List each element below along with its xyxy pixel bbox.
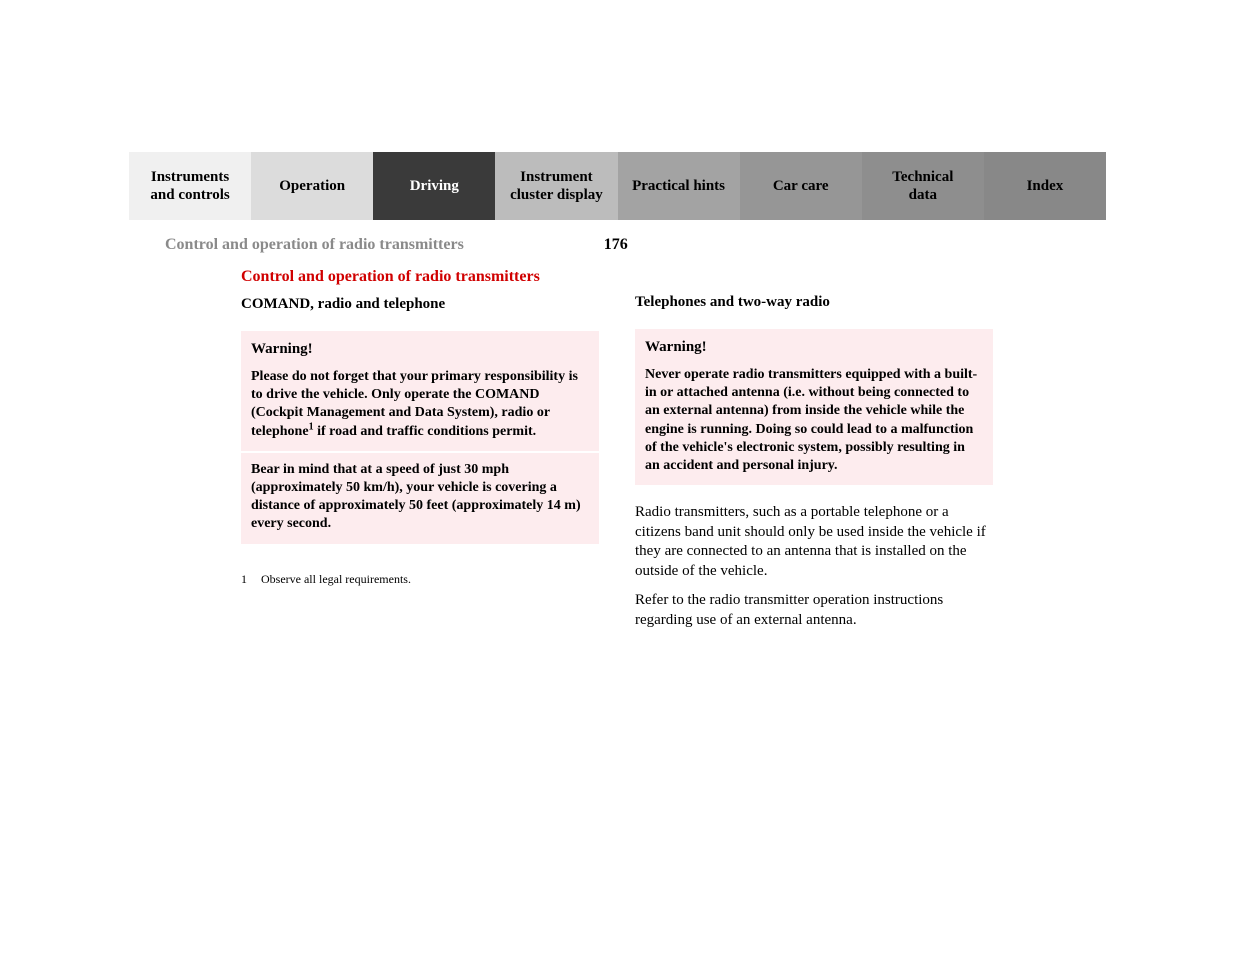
tab-operation[interactable]: Operation [251,152,373,220]
content-columns: Control and operation of radio transmitt… [129,268,1106,630]
tab-label: Car care [773,177,829,195]
right-subtitle: Telephones and two-way radio [635,294,993,311]
warning-paragraph: Please do not forget that your primary r… [251,368,589,441]
tab-technical-data[interactable]: Technicaldata [862,152,984,220]
section-label: Control and operation of radio transmitt… [165,236,464,254]
footnote: 1 Observe all legal requirements. [241,572,599,587]
tab-label: Instrumentsand controls [150,168,229,204]
tab-label: Driving [410,177,459,195]
tab-instrument-cluster-display[interactable]: Instrumentcluster display [495,152,617,220]
tab-instruments-controls[interactable]: Instrumentsand controls [129,152,251,220]
page-header-row: Control and operation of radio transmitt… [129,236,1106,254]
warning-box: Bear in mind that at a speed of just 30 … [241,453,599,544]
chapter-tabs: Instrumentsand controls Operation Drivin… [129,152,1106,220]
warning-text-b: if road and traffic conditions permit. [314,424,537,439]
right-column: Telephones and two-way radio Warning! Ne… [635,268,993,630]
manual-page: Instrumentsand controls Operation Drivin… [129,152,1106,630]
left-subtitle: COMAND, radio and telephone [241,296,599,313]
body-paragraph: Refer to the radio transmitter operation… [635,591,993,630]
tab-label: Practical hints [632,177,725,195]
tab-label: Operation [279,177,345,195]
tab-practical-hints[interactable]: Practical hints [618,152,740,220]
page-number: 176 [604,236,628,254]
footnote-number: 1 [241,572,251,587]
warning-paragraph: Bear in mind that at a speed of just 30 … [251,461,589,534]
warning-box: Warning! Never operate radio transmitter… [635,329,993,485]
tab-label: Index [1027,177,1064,195]
warning-title: Warning! [645,339,983,356]
page-title: Control and operation of radio transmitt… [241,268,599,286]
tab-index[interactable]: Index [984,152,1106,220]
warning-title: Warning! [251,341,589,358]
footnote-text: Observe all legal requirements. [261,572,411,587]
tab-driving[interactable]: Driving [373,152,495,220]
tab-car-care[interactable]: Car care [740,152,862,220]
warning-box: Warning! Please do not forget that your … [241,331,599,451]
tab-label: Technicaldata [892,168,953,204]
warning-paragraph: Never operate radio transmitters equippe… [645,366,983,475]
left-column: Control and operation of radio transmitt… [241,268,599,630]
body-paragraph: Radio transmitters, such as a portable t… [635,503,993,581]
tab-label: Instrumentcluster display [510,168,603,204]
